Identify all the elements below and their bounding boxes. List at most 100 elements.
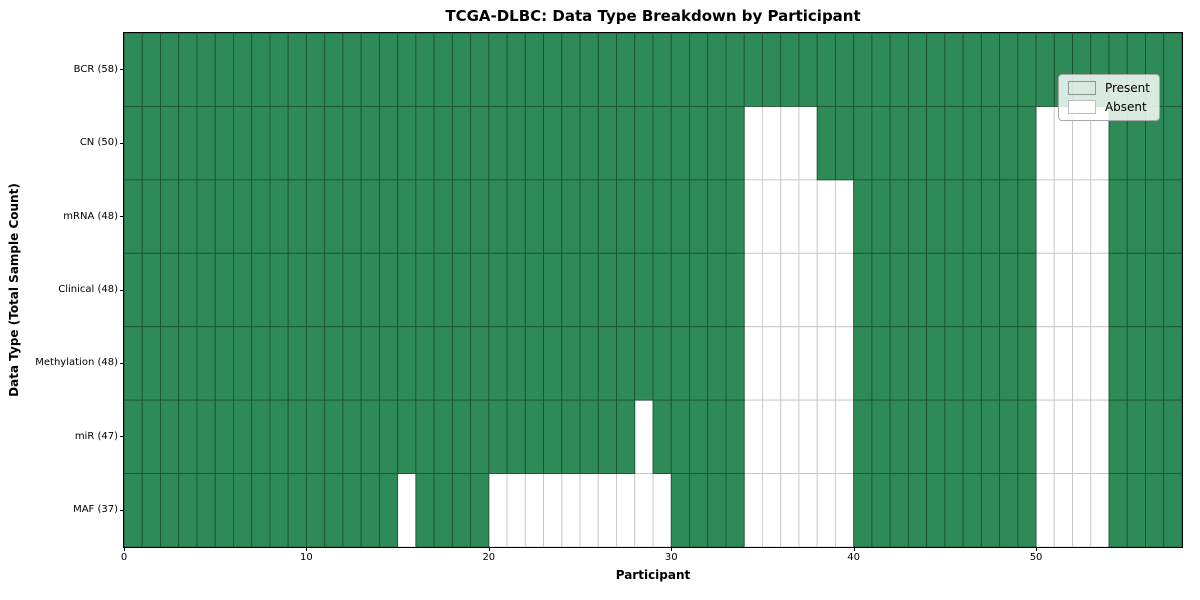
heatmap-cell — [1072, 252, 1092, 328]
heatmap-cell — [743, 326, 763, 401]
y-tick-mark — [120, 216, 124, 218]
heatmap-cell — [305, 473, 326, 547]
heatmap-cell — [214, 326, 234, 401]
heatmap-cell — [725, 105, 745, 181]
heatmap-cell — [451, 105, 472, 181]
heatmap-cell — [1017, 252, 1037, 328]
heatmap-cell — [597, 473, 617, 547]
heatmap — [124, 33, 1182, 547]
heatmap-cell — [1090, 252, 1110, 328]
heatmap-cell — [214, 252, 234, 328]
heatmap-cell — [232, 473, 253, 547]
x-tick-label: 50 — [1029, 552, 1043, 563]
heatmap-cell — [616, 473, 636, 547]
heatmap-cell — [287, 252, 307, 328]
legend-item-absent: Absent — [1067, 100, 1150, 114]
heatmap-cell — [980, 105, 1001, 181]
heatmap-cell — [999, 399, 1019, 475]
heatmap-cell — [397, 399, 417, 475]
heatmap-cell — [506, 326, 526, 401]
heatmap-cell — [634, 33, 654, 107]
heatmap-cell — [196, 399, 216, 475]
heatmap-cell — [1035, 326, 1055, 401]
heatmap-cell — [670, 399, 690, 475]
heatmap-cell — [397, 179, 417, 254]
heatmap-cell — [124, 33, 143, 107]
heatmap-cell — [1090, 179, 1110, 254]
heatmap-cell — [579, 33, 599, 107]
heatmap-cell — [214, 179, 234, 254]
heatmap-cell — [1163, 179, 1182, 254]
y-axis-label: Data Type (Total Sample Count) — [7, 183, 21, 397]
heatmap-cell — [124, 179, 143, 254]
heatmap-cell — [780, 252, 800, 328]
heatmap-cell — [725, 252, 745, 328]
heatmap-cell — [141, 399, 161, 475]
heatmap-cell — [342, 252, 362, 328]
heatmap-cell — [305, 179, 326, 254]
heatmap-cell — [506, 252, 526, 328]
heatmap-cell — [944, 399, 964, 475]
y-tick-mark — [120, 142, 124, 144]
heatmap-cell — [141, 105, 161, 181]
heatmap-cell — [1053, 473, 1073, 547]
heatmap-cell — [470, 326, 490, 401]
heatmap-cell — [597, 33, 617, 107]
heatmap-cell — [926, 473, 946, 547]
heatmap-cell — [178, 33, 198, 107]
heatmap-cell — [124, 105, 143, 181]
y-tick-label: mRNA (48) — [63, 210, 118, 222]
heatmap-cell — [378, 326, 399, 401]
heatmap-cell — [725, 473, 745, 547]
heatmap-cell — [762, 473, 782, 547]
heatmap-cell — [597, 105, 617, 181]
heatmap-cell — [251, 33, 271, 107]
heatmap-cell — [762, 33, 782, 107]
heatmap-cell — [634, 105, 654, 181]
heatmap-cell — [871, 33, 891, 107]
heatmap-cell — [725, 399, 745, 475]
heatmap-cell — [798, 252, 818, 328]
heatmap-cell — [1126, 179, 1146, 254]
heatmap-cell — [196, 179, 216, 254]
heatmap-cell — [689, 326, 709, 401]
heatmap-cell — [543, 252, 563, 328]
heatmap-cell — [1017, 326, 1037, 401]
heatmap-cell — [433, 326, 453, 401]
heatmap-cell — [415, 179, 435, 254]
heatmap-cell — [634, 473, 654, 547]
heatmap-cell — [160, 179, 180, 254]
heatmap-cell — [251, 105, 271, 181]
legend-item-present: Present — [1067, 81, 1150, 95]
heatmap-cell — [488, 399, 508, 475]
heatmap-cell — [378, 252, 399, 328]
heatmap-cell — [780, 473, 800, 547]
heatmap-cell — [1090, 473, 1110, 547]
heatmap-cell — [762, 326, 782, 401]
heatmap-cell — [579, 252, 599, 328]
heatmap-cell — [652, 326, 672, 401]
heatmap-cell — [561, 105, 581, 181]
heatmap-cell — [816, 473, 836, 547]
heatmap-cell — [360, 473, 380, 547]
legend-present-label: Present — [1104, 81, 1150, 95]
heatmap-cell — [798, 326, 818, 401]
heatmap-cell — [889, 33, 909, 107]
heatmap-cell — [433, 179, 453, 254]
heatmap-cell — [871, 473, 891, 547]
heatmap-cell — [889, 179, 909, 254]
heatmap-cell — [743, 105, 763, 181]
heatmap-cell — [196, 33, 216, 107]
heatmap-cell — [962, 399, 982, 475]
x-tick-mark — [488, 547, 490, 551]
heatmap-cell — [999, 326, 1019, 401]
heatmap-cell — [1145, 179, 1165, 254]
heatmap-cell — [871, 105, 891, 181]
heatmap-cell — [616, 399, 636, 475]
heatmap-cell — [889, 105, 909, 181]
heatmap-cell — [433, 105, 453, 181]
heatmap-cell — [926, 33, 946, 107]
heatmap-cell — [944, 33, 964, 107]
heatmap-cell — [980, 399, 1001, 475]
heatmap-cell — [980, 326, 1001, 401]
